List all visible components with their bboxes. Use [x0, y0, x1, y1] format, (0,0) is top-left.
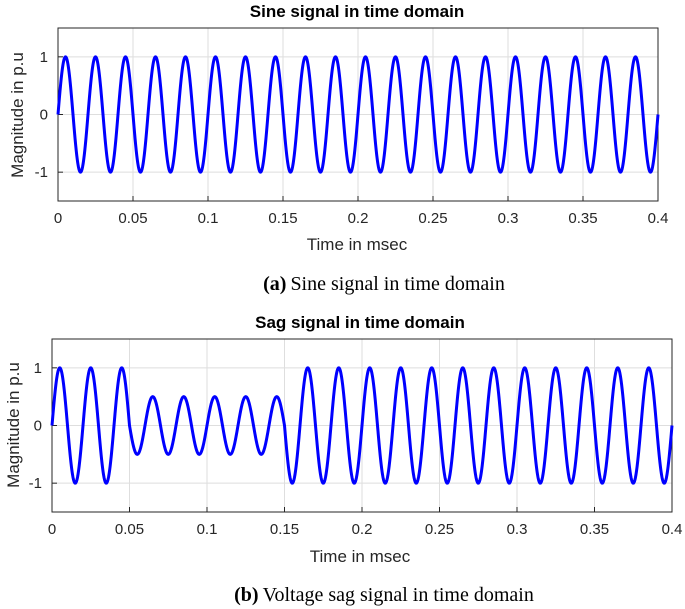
- figure-caption: (a) Sine signal in time domain: [263, 273, 505, 295]
- x-tick-label: 0.3: [507, 521, 528, 538]
- caption-text: Voltage sag signal in time domain: [263, 584, 534, 606]
- caption-text: Sine signal in time domain: [290, 273, 504, 295]
- caption-tag: (a): [263, 273, 286, 295]
- y-tick-label: 0: [34, 418, 42, 435]
- x-tick-label: 0.1: [197, 521, 218, 538]
- x-tick-label: 0: [54, 210, 62, 227]
- caption-tag: (b): [234, 584, 258, 606]
- x-tick-label: 0.3: [498, 210, 519, 227]
- x-tick-labels: 0 0.05 0.1 0.15 0.2 0.25 0.3 0.35 0.4: [48, 521, 683, 538]
- x-tick-label: 0.4: [648, 210, 669, 227]
- x-tick-label: 0.35: [568, 210, 597, 227]
- x-tick-label: 0.15: [268, 210, 297, 227]
- x-tick-label: 0: [48, 521, 56, 538]
- y-axis-label: Magnitude in p.u: [8, 52, 27, 178]
- y-axis-label: Magnitude in p.u: [4, 362, 23, 488]
- y-tick-label: -1: [35, 164, 48, 181]
- x-tick-label: 0.25: [418, 210, 447, 227]
- sag-chart-panel: Sag signal in time domain 0 0.05 0.1 0.15 0.…: [4, 313, 682, 606]
- x-tick-label: 0.2: [352, 521, 373, 538]
- x-tick-label: 0.25: [425, 521, 454, 538]
- figure-caption: (b) Voltage sag signal in time domain: [234, 584, 534, 606]
- y-tick-label: 1: [34, 360, 42, 377]
- x-axis-label: Time in msec: [307, 235, 408, 254]
- chart-title: Sine signal in time domain: [250, 2, 464, 21]
- x-tick-label: 0.15: [270, 521, 299, 538]
- x-axis-label: Time in msec: [310, 547, 411, 566]
- x-tick-label: 0.05: [115, 521, 144, 538]
- y-tick-label: 1: [40, 49, 48, 66]
- y-tick-label: 0: [40, 107, 48, 124]
- x-tick-label: 0.2: [348, 210, 369, 227]
- x-tick-label: 0.4: [662, 521, 683, 538]
- y-tick-labels: -1 0 1: [35, 49, 48, 181]
- x-tick-labels: 0 0.05 0.1 0.15 0.2 0.25 0.3 0.35 0.4: [54, 210, 669, 227]
- x-tick-label: 0.35: [580, 521, 609, 538]
- chart-title: Sag signal in time domain: [255, 313, 465, 332]
- signal-line: [56, 55, 660, 174]
- y-tick-labels: -1 0 1: [29, 360, 42, 492]
- x-tick-label: 0.05: [118, 210, 147, 227]
- x-tick-label: 0.1: [198, 210, 219, 227]
- y-tick-label: -1: [29, 475, 42, 492]
- sine-chart-panel: Sine signal in time domain 0 0.05 0.1 0.15 0…: [8, 2, 668, 295]
- signal-line: [50, 366, 674, 485]
